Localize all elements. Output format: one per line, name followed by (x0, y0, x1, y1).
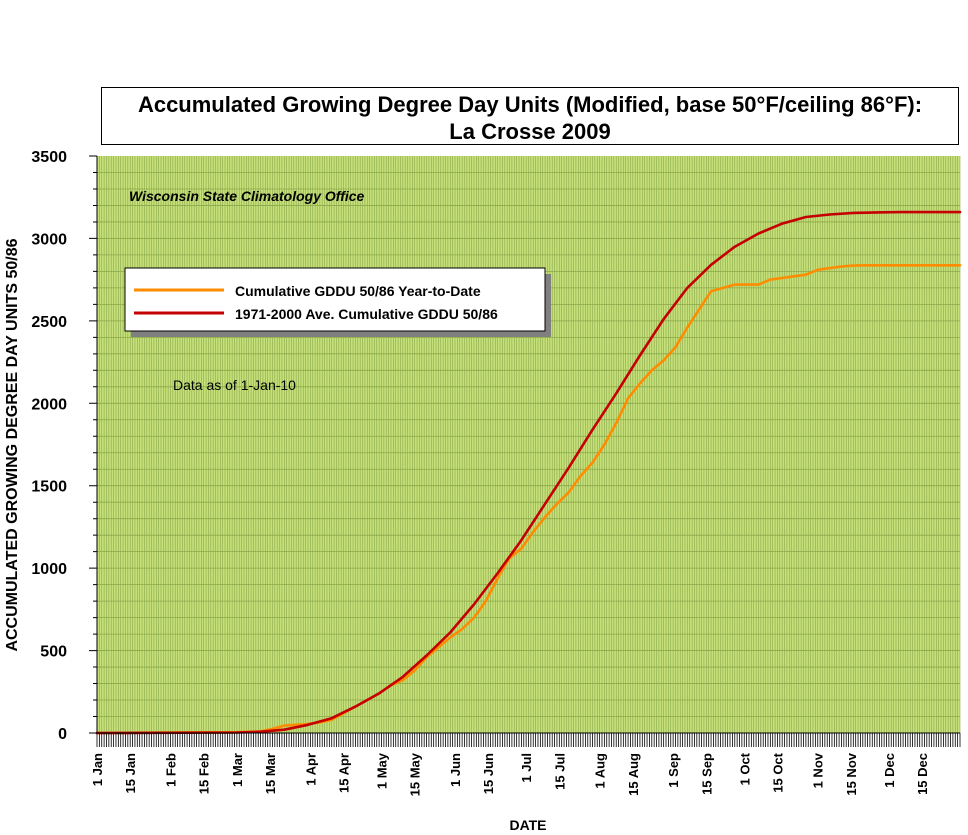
x-tick-label: 1 Nov (811, 752, 826, 788)
legend: Cumulative GDDU 50/86 Year-to-Date 1971-… (124, 267, 551, 337)
x-tick-label: 15 Jul (552, 753, 567, 790)
x-tick-label: 15 Nov (844, 752, 859, 795)
legend-label-ytd: Cumulative GDDU 50/86 Year-to-Date (235, 283, 481, 299)
chart-subtitle: La Crosse 2009 (449, 119, 611, 144)
source-annotation: Wisconsin State Climatology Office (129, 188, 365, 204)
x-tick-label: 15 Apr (337, 753, 352, 793)
x-tick-label: 15 Sep (699, 753, 714, 795)
y-tick-label: 0 (58, 726, 67, 743)
x-axis-ticks (96, 733, 961, 747)
chart-title-box: Accumulated Growing Degree Day Units (Mo… (101, 87, 959, 145)
x-tick-label: 15 Feb (197, 753, 212, 794)
x-tick-label: 15 Dec (915, 753, 930, 795)
y-tick-label: 3500 (31, 149, 67, 166)
y-tick-label: 2500 (31, 314, 67, 331)
x-tick-label: 1 Oct (737, 752, 752, 785)
x-tick-label: 15 May (408, 752, 423, 796)
y-tick-label: 3000 (31, 231, 67, 248)
x-tick-label: 15 Jan (123, 753, 138, 794)
y-tick-label: 1000 (31, 561, 67, 578)
legend-box (124, 267, 546, 332)
x-tick-label: 1 Jan (90, 753, 105, 786)
y-axis-ticks (89, 155, 97, 734)
x-tick-label: 1 Jun (448, 753, 463, 787)
x-tick-label: 1 Mar (230, 753, 245, 787)
y-axis-label: ACCUMULATED GROWING DEGREE DAY UNITS 50/… (4, 238, 21, 651)
x-tick-label: 15 Aug (626, 753, 641, 796)
x-tick-label: 1 Sep (666, 753, 681, 788)
y-tick-label: 500 (40, 644, 67, 661)
x-tick-label: 1 Feb (164, 753, 179, 787)
x-tick-label: 1 May (375, 752, 390, 789)
y-tick-label: 2000 (31, 396, 67, 413)
legend-label-avg: 1971-2000 Ave. Cumulative GDDU 50/86 (235, 306, 498, 322)
x-axis-label: DATE (509, 817, 546, 833)
x-tick-label: 1 Dec (882, 753, 897, 788)
x-tick-label: 15 Jun (481, 753, 496, 794)
chart-title: Accumulated Growing Degree Day Units (Mo… (137, 92, 923, 117)
x-tick-label: 1 Apr (303, 753, 318, 786)
data-date-annotation: Data as of 1-Jan-10 (173, 377, 296, 393)
x-tick-label: 15 Oct (770, 752, 785, 792)
series-average-line (95, 210, 962, 735)
x-tick-label: 1 Jul (519, 753, 534, 783)
x-tick-label: 15 Mar (263, 753, 278, 794)
y-tick-label: 1500 (31, 479, 67, 496)
x-tick-label: 1 Aug (593, 753, 608, 789)
